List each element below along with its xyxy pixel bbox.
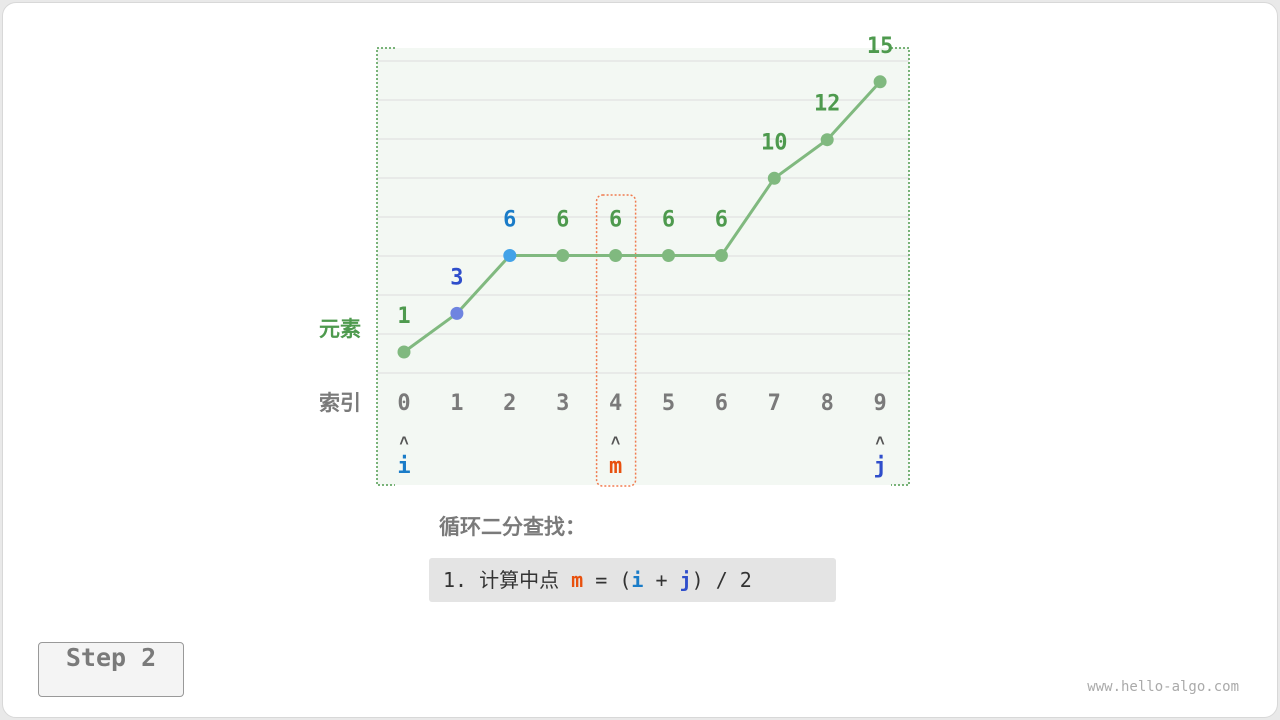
- element-point: [450, 306, 464, 320]
- caption: 循环二分查找：: [439, 515, 586, 539]
- row-label-elements: 元素: [319, 317, 361, 341]
- element-value: 6: [715, 208, 728, 233]
- element-value: 10: [761, 130, 788, 155]
- formula-i: i: [631, 568, 644, 592]
- pointer-arrow-icon: ˄: [399, 431, 409, 450]
- element-value: 12: [814, 92, 841, 117]
- formula-plus: +: [643, 568, 680, 592]
- element-value: 6: [503, 208, 516, 233]
- element-value: 1: [397, 304, 410, 329]
- element-value: 3: [450, 265, 463, 290]
- outer-bracket: [376, 47, 910, 486]
- index-label: 3: [556, 391, 569, 416]
- formula: 1. 计算中点 m = (i + j) / 2: [429, 558, 836, 602]
- element-value: 15: [867, 34, 894, 59]
- element-point: [556, 249, 570, 262]
- pointer-arrow-icon: ˄: [875, 431, 885, 450]
- index-label: 6: [715, 391, 728, 416]
- row-label-indices: 索引: [319, 391, 361, 415]
- element-point: [873, 75, 887, 89]
- pointer-arrow-icon: ˄: [611, 431, 621, 450]
- mid-highlight-box: [595, 194, 637, 487]
- element-point: [609, 249, 623, 262]
- series-line: [403, 80, 882, 354]
- element-point: [714, 249, 728, 262]
- element-point: [397, 345, 411, 359]
- formula-suffix: ) / 2: [691, 568, 752, 592]
- index-label: 4: [609, 391, 622, 416]
- index-label: 8: [821, 391, 834, 416]
- element-value: 6: [662, 208, 675, 233]
- formula-prefix: 1. 计算中点: [443, 568, 572, 592]
- element-point: [503, 249, 517, 262]
- step-button[interactable]: Step 2: [38, 642, 184, 697]
- formula-eq: = (: [583, 568, 632, 592]
- element-point: [662, 249, 675, 262]
- element-point: [767, 171, 781, 185]
- pointer-i: i: [397, 454, 410, 479]
- index-label: 2: [503, 391, 516, 416]
- formula-j: j: [679, 568, 692, 592]
- element-value: 6: [556, 208, 569, 233]
- index-label: 9: [873, 391, 886, 416]
- index-label: 5: [662, 391, 675, 416]
- formula-m: m: [571, 568, 584, 592]
- diagram-background: [377, 48, 909, 485]
- pointer-j: j: [873, 454, 886, 479]
- pointer-m: m: [609, 454, 622, 479]
- index-label: 1: [450, 391, 463, 416]
- element-point: [820, 133, 834, 147]
- element-value: 6: [609, 208, 622, 233]
- index-label: 7: [768, 391, 781, 416]
- index-label: 0: [397, 391, 410, 416]
- watermark: www.hello-algo.com: [1087, 679, 1239, 695]
